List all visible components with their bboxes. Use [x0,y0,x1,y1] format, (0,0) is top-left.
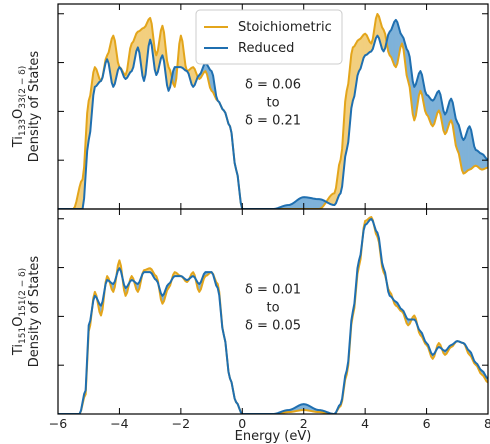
y-axis-label-formula: Ti151O151(2 − δ) [11,268,28,356]
x-tick-label: 4 [361,416,369,431]
annotation-line-2: δ = 0.05 [245,319,301,334]
y-axis-label-dos: Density of States [27,51,42,163]
x-tick-label: −6 [49,416,67,431]
annotation-line-1: to [266,301,279,316]
legend: Stoichiometric Reduced [195,9,343,65]
series-line-reduced [58,217,488,414]
x-tick-label: 0 [238,416,246,431]
annotation-line-0: δ = 0.06 [245,78,301,93]
series-line-stoichiometric [58,12,488,209]
annotation-line-1: to [266,96,279,111]
series-line-reduced [58,18,488,209]
annotation-line-0: δ = 0.01 [245,283,301,298]
legend-label-stoichiometric: Stoichiometric [238,20,332,35]
x-axis-label: Energy (eV) [235,429,312,444]
plot-area [58,216,488,414]
y-axis-label-dos: Density of States [27,256,42,368]
dos-panel-bottom: δ = 0.01 to δ = 0.05 Ti151O151(2 − δ) Densit… [11,208,489,415]
plot-area [58,12,488,209]
x-tick-label: 8 [484,416,490,431]
series-line-stoichiometric [58,216,488,414]
x-tick-label: −2 [172,416,190,431]
x-tick-label: 2 [300,416,308,431]
y-axis-label-formula: Ti133O33(2 − δ) [11,66,28,149]
dos-panel-top: δ = 0.06 to δ = 0.21 Ti133O33(2 − δ) Density… [11,3,489,210]
legend-label-reduced: Reduced [238,41,294,56]
x-tick-label: −4 [110,416,128,431]
panel-frame [57,208,489,415]
legend-box [195,9,343,65]
x-tick-label: 6 [423,416,431,431]
annotation-line-2: δ = 0.21 [245,114,301,129]
